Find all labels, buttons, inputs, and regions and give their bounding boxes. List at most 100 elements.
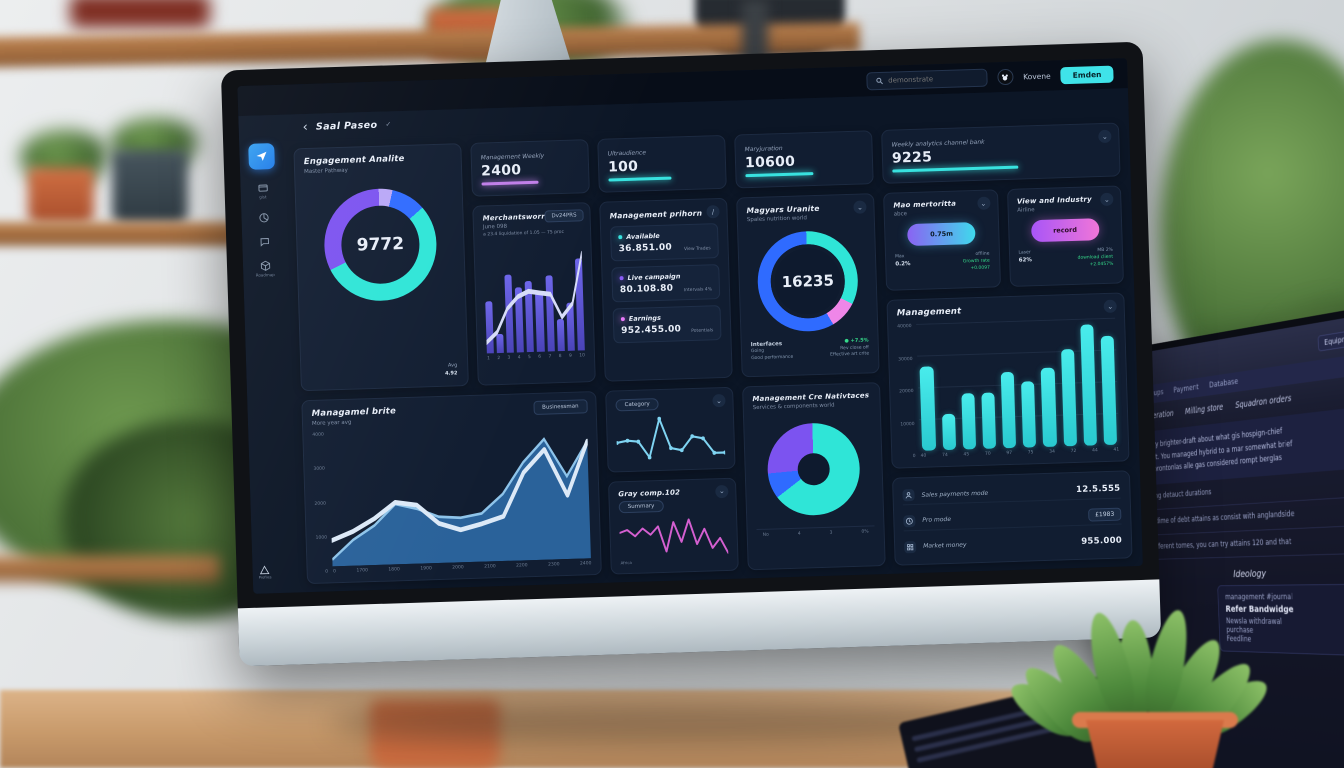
account-row-earnings[interactable]: Earnings 952.455.00 Potentials (612, 305, 722, 344)
menu-item[interactable]: Milling store (1184, 402, 1224, 417)
tab-database[interactable]: Database (1209, 377, 1239, 391)
panda-icon (1002, 73, 1009, 80)
stat-card-weekly[interactable]: Management Weekly 2400 (470, 139, 590, 197)
payment-row[interactable]: Pro mode £1983 (903, 505, 1122, 532)
payment-value: 955.000 (1081, 535, 1123, 547)
cube-icon (260, 260, 270, 271)
card-title: Management (896, 306, 962, 319)
account-label: Earnings (628, 313, 662, 323)
industries-pie-chart (766, 421, 862, 517)
footer-line: Good performance (751, 354, 794, 362)
chevron-down-icon[interactable]: ⌄ (715, 484, 729, 499)
account-tag: View Trades (683, 246, 711, 253)
pie-axis-labels: No 4 3 0% (756, 525, 875, 539)
gradient-pill[interactable]: 0.75m (907, 222, 976, 247)
back-chevron-icon[interactable]: ‹ (302, 119, 309, 135)
stat-card-channel-bank[interactable]: ⌄ Weekly analytics channel bank 9225 (881, 122, 1121, 184)
market-trend-line (483, 242, 584, 353)
title-check-icon: ✓ (385, 120, 392, 129)
search-icon (876, 77, 883, 85)
stat-accent-bar (892, 165, 1019, 173)
payment-row[interactable]: Market money 955.000 (903, 531, 1123, 556)
clock-icon (903, 515, 916, 528)
chevron-down-icon[interactable]: ⌄ (853, 200, 867, 214)
account-row-available[interactable]: Available 36.851.00 View Trades (609, 223, 720, 262)
chevron-down-icon[interactable]: ⌄ (1103, 299, 1117, 314)
page-title: Saal Paseo (315, 119, 378, 133)
management-bar-chart-card: ⌄ Management 40000 30000 20000 10000 0 40 74 4… (886, 292, 1130, 469)
legend-dot (619, 276, 624, 281)
sidebar: gist Roadmap Profiles (239, 141, 297, 594)
chat-icon (260, 238, 269, 247)
dashboard-screen: Kovene Emden ‹ Saal Paseo ✓ gist (237, 58, 1143, 594)
sidebar-item-roadmap[interactable]: Roadmap (253, 260, 278, 278)
account-row-campaign[interactable]: Live campaign 80.108.80 Intervals 4% (611, 264, 721, 303)
gradient-pill[interactable]: record (1030, 218, 1100, 243)
chevron-down-icon[interactable]: ⌄ (976, 196, 991, 210)
shelf-decor (70, 0, 210, 28)
payment-row[interactable]: Sales payments mode 12.5.555 (902, 479, 1121, 506)
payment-badge: £1983 (1087, 508, 1122, 523)
y-axis-labels: 4000 3000 2000 1000 0 (312, 432, 329, 575)
sidebar-item-label: Roadmap (255, 272, 275, 278)
stat-accent-bar (745, 171, 814, 177)
stat-card-audience[interactable]: Ultraudience 100 (597, 134, 727, 193)
metric-pill-card-2[interactable]: ⌄ View and Industry Airline record Laser… (1006, 185, 1124, 287)
market-bar-chart-card: Dv24PRS Merchantsworren June 098 a 23.4 … (472, 202, 596, 386)
account-value: 36.851.00 (618, 242, 673, 255)
card-subtitle: abce (893, 211, 908, 218)
payments-card: Sales payments mode 12.5.555 Pro mode £1… (891, 470, 1133, 566)
sidebar-item-data[interactable]: gist (250, 182, 275, 200)
management-bars (918, 318, 1118, 451)
stat-value: 10600 (744, 153, 796, 171)
account-value: 952.455.00 (621, 324, 682, 337)
sidebar-item-home[interactable] (248, 142, 275, 170)
industries-pie-card: Management Cre Nativtaces Services & com… (742, 382, 886, 571)
accounts-card: ∕ Management prihorn Available 36.851.00… (599, 197, 733, 382)
stat-accent-bar (481, 180, 539, 185)
growth-donut-card: ⌄ Magyars Uranite Spales nutrition world… (736, 193, 880, 378)
card-title: Mao mertoritta (893, 199, 957, 210)
user-icon (902, 489, 915, 502)
card-subtitle: Spales nutrition world (746, 215, 808, 224)
triangle-icon (260, 565, 270, 575)
card-badge[interactable]: Dv24PRS (544, 209, 584, 223)
logo-label: Profiles (258, 575, 272, 580)
card-subtitle: Airline (1017, 207, 1035, 214)
traffic-area-chart (329, 424, 592, 567)
menu-item[interactable]: Squadron orders (1235, 393, 1292, 411)
terracotta-pot (28, 168, 94, 224)
sidebar-item-messages[interactable] (252, 236, 276, 248)
engagement-card: Engagement Analite Master Pathway 9772 A… (293, 143, 469, 392)
top-bar: Kovene Emden (237, 58, 1128, 117)
engagement-donut-chart: 9772 (322, 186, 439, 303)
avatar[interactable] (996, 68, 1014, 86)
payment-label: Market money (923, 541, 967, 551)
category-line-chart (615, 412, 726, 463)
imac-monitor: Kovene Emden ‹ Saal Paseo ✓ gist (220, 41, 1162, 667)
payment-label: Pro mode (922, 516, 952, 525)
metric-pill-card-1[interactable]: ⌄ Mao mertoritta abce 0.75m Max 0.2% offl… (883, 189, 1001, 291)
stat-card-maryjuration[interactable]: Maryjuration 10600 (734, 130, 874, 189)
category-pill[interactable]: Category (615, 398, 659, 412)
foreground-succulent (1003, 592, 1282, 768)
summary-pill[interactable]: Summary (618, 499, 664, 514)
donut-center-value: 16235 (781, 271, 835, 292)
chevron-down-icon[interactable]: ⌄ (1100, 192, 1114, 207)
chevron-down-icon[interactable]: ⌄ (712, 393, 726, 408)
summary-zigzag-card: ⌄ Gray comp.102 Summary Africa (607, 477, 739, 575)
range-button[interactable]: Businessman (532, 399, 588, 415)
window-badge: Equipment admin robot (1317, 321, 1344, 352)
tab-payment[interactable]: Payment (1173, 383, 1199, 396)
wallet-icon (257, 184, 268, 192)
traffic-area-chart-card: Businessman Managamel brite More year av… (301, 390, 602, 585)
workspace-logo[interactable]: Profiles (258, 565, 272, 580)
primary-cta-button[interactable]: Emden (1060, 65, 1114, 84)
payment-value: 12.5.555 (1075, 483, 1121, 496)
sidebar-item-analytics[interactable] (251, 212, 275, 224)
search-field[interactable] (865, 68, 988, 91)
payment-label: Sales payments mode (921, 489, 989, 499)
user-label[interactable]: Kovene (1023, 71, 1051, 81)
search-input[interactable] (888, 73, 979, 85)
